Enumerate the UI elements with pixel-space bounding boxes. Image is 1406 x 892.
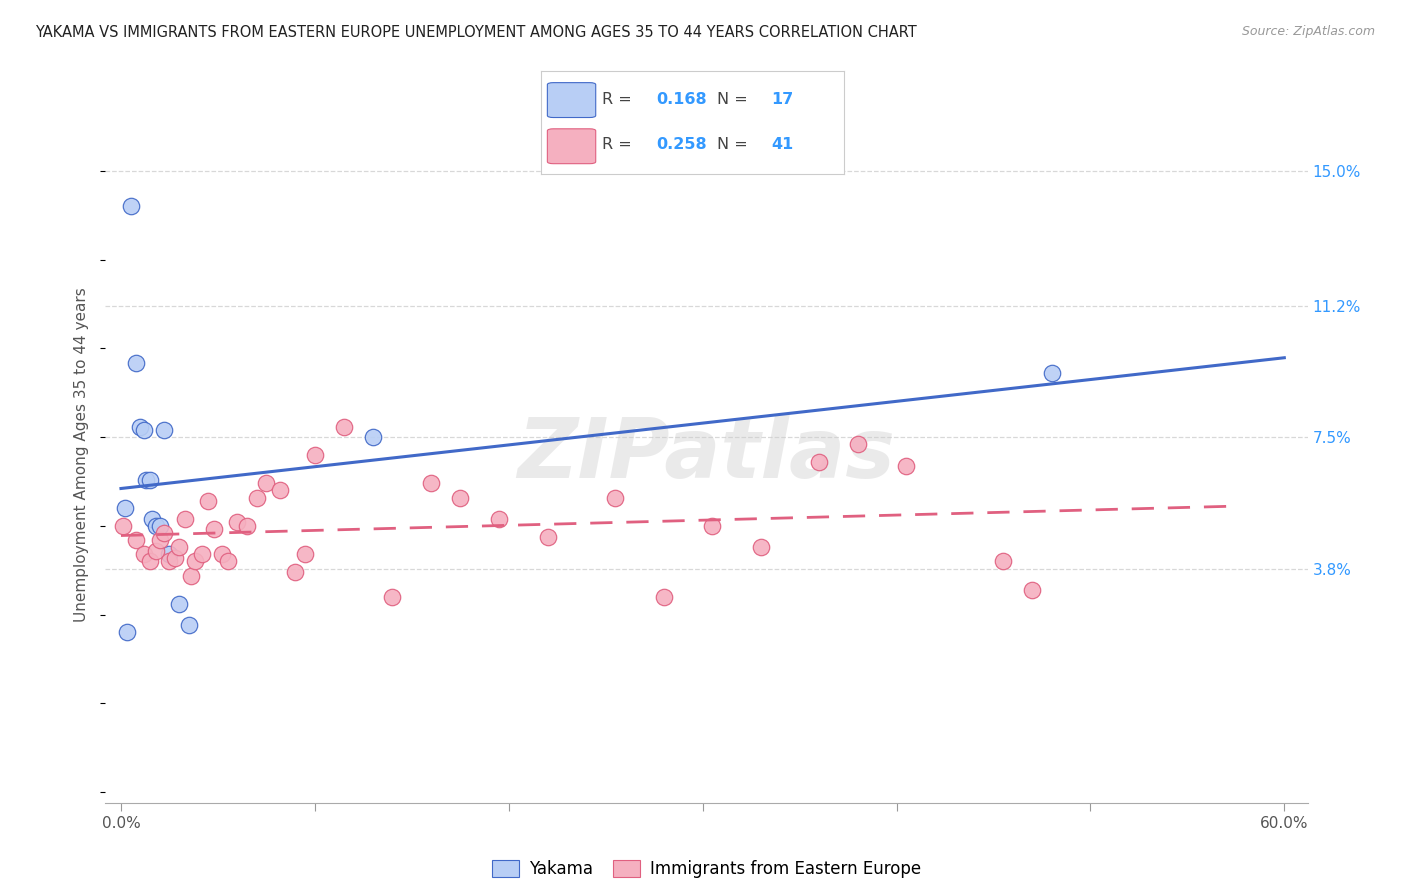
Point (254, 476, 277, 491)
Point (896, 458, 918, 473)
Point (702, 519, 724, 533)
Point (177, 618, 200, 632)
Point (211, 547, 233, 561)
Point (174, 512, 197, 526)
Point (361, 430, 384, 444)
Legend: Yakama, Immigrants from Eastern Europe: Yakama, Immigrants from Eastern Europe (485, 854, 928, 885)
Point (605, 491, 627, 505)
Text: ZIPatlas: ZIPatlas (517, 415, 896, 495)
Point (236, 519, 259, 533)
Point (1021, 582, 1043, 597)
Text: 0.168: 0.168 (657, 92, 707, 107)
Point (183, 554, 205, 568)
Point (191, 547, 214, 561)
Point (135, 473, 157, 487)
Point (294, 547, 316, 561)
Point (197, 494, 219, 508)
Point (129, 419, 152, 434)
Text: N =: N = (717, 137, 752, 153)
Point (167, 597, 190, 611)
Point (149, 519, 172, 533)
Point (141, 512, 163, 526)
Text: Source: ZipAtlas.com: Source: ZipAtlas.com (1241, 25, 1375, 38)
Point (284, 565, 307, 579)
Point (420, 476, 443, 491)
Point (449, 491, 471, 505)
Point (488, 512, 510, 526)
Point (111, 519, 134, 533)
Point (149, 533, 172, 548)
Point (139, 554, 162, 568)
Text: 17: 17 (770, 92, 793, 107)
Point (167, 540, 190, 554)
Point (991, 554, 1014, 568)
Point (145, 543, 167, 558)
Text: 0.258: 0.258 (657, 137, 707, 153)
Point (652, 590, 675, 604)
Point (846, 437, 869, 451)
Text: YAKAMA VS IMMIGRANTS FROM EASTERN EUROPE UNEMPLOYMENT AMONG AGES 35 TO 44 YEARS : YAKAMA VS IMMIGRANTS FROM EASTERN EUROPE… (35, 25, 917, 40)
Point (139, 473, 162, 487)
Point (134, 547, 156, 561)
Point (125, 356, 148, 370)
Point (749, 540, 772, 554)
Point (159, 547, 181, 561)
Point (152, 423, 174, 437)
Point (125, 533, 148, 548)
Point (536, 530, 558, 544)
Point (120, 199, 142, 213)
Text: R =: R = (602, 137, 637, 153)
Point (202, 523, 225, 537)
Point (134, 423, 156, 437)
Point (246, 491, 269, 505)
Point (333, 419, 356, 434)
Point (217, 554, 239, 568)
Y-axis label: Unemployment Among Ages 35 to 44 years: Unemployment Among Ages 35 to 44 years (75, 287, 90, 623)
Point (304, 448, 326, 462)
Point (152, 526, 174, 541)
Point (269, 483, 291, 498)
FancyBboxPatch shape (547, 83, 596, 118)
Point (165, 550, 187, 565)
Point (180, 568, 202, 582)
Point (145, 519, 167, 533)
Point (381, 590, 404, 604)
Text: 41: 41 (770, 137, 793, 153)
Point (115, 625, 138, 640)
Point (1040, 366, 1063, 380)
FancyBboxPatch shape (547, 128, 596, 163)
Text: N =: N = (717, 92, 752, 107)
Point (159, 554, 181, 568)
Point (114, 501, 136, 516)
Point (807, 455, 830, 469)
Text: R =: R = (602, 92, 637, 107)
Point (226, 516, 249, 530)
